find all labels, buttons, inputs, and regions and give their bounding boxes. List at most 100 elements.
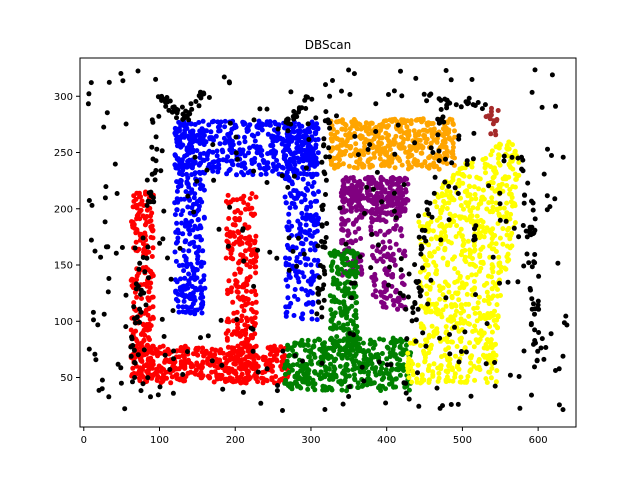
data-point <box>416 234 422 240</box>
data-point <box>435 311 441 317</box>
data-point <box>157 350 163 356</box>
data-point <box>134 315 140 321</box>
series-1 <box>172 118 321 323</box>
data-point <box>457 379 463 385</box>
data-point <box>176 304 181 310</box>
data-point <box>314 317 320 323</box>
data-point <box>396 156 402 162</box>
data-point <box>140 381 146 387</box>
data-point <box>403 189 409 195</box>
data-point <box>320 341 325 347</box>
data-point <box>323 154 329 160</box>
data-point <box>396 247 402 253</box>
data-point <box>232 233 237 239</box>
data-point <box>418 303 424 309</box>
data-point <box>428 145 434 151</box>
data-point <box>446 183 452 189</box>
data-point <box>220 386 226 392</box>
data-point <box>343 122 349 128</box>
data-point <box>415 306 421 312</box>
data-point <box>215 169 221 175</box>
data-point <box>184 359 190 365</box>
data-point <box>328 337 333 342</box>
data-point <box>356 341 362 347</box>
data-point <box>471 262 477 268</box>
data-point <box>468 219 474 225</box>
data-point <box>430 373 436 379</box>
data-point <box>335 285 341 291</box>
data-point <box>452 213 458 219</box>
data-point <box>294 362 300 367</box>
data-point <box>159 95 165 101</box>
data-point <box>478 247 484 252</box>
data-point <box>480 194 486 200</box>
data-point <box>440 255 446 261</box>
data-point <box>359 270 365 276</box>
data-point <box>291 159 297 164</box>
data-point <box>383 386 388 392</box>
data-point <box>477 230 483 236</box>
data-point <box>421 91 427 97</box>
data-point <box>206 374 212 380</box>
data-point <box>520 223 526 228</box>
data-point <box>495 287 500 292</box>
data-point <box>395 181 401 187</box>
data-point <box>476 175 482 181</box>
data-point <box>455 191 461 196</box>
data-point <box>268 143 274 148</box>
data-point <box>421 377 427 383</box>
data-point <box>296 279 302 285</box>
data-point <box>166 351 172 357</box>
data-point <box>185 175 191 181</box>
data-point <box>211 164 216 170</box>
data-point <box>245 124 251 130</box>
data-point <box>416 403 422 409</box>
data-point <box>464 158 470 164</box>
data-point <box>185 193 191 199</box>
data-point <box>529 296 535 302</box>
data-point <box>295 133 301 139</box>
data-point <box>446 289 452 295</box>
data-point <box>297 341 302 347</box>
data-point <box>286 177 292 183</box>
data-point <box>180 208 186 214</box>
data-point <box>445 260 451 266</box>
data-point <box>273 374 279 379</box>
data-point <box>138 388 144 394</box>
data-point <box>343 175 349 181</box>
data-point <box>312 198 318 204</box>
data-point <box>332 253 338 259</box>
data-point <box>122 406 128 412</box>
data-point <box>134 273 140 279</box>
data-point <box>351 362 357 368</box>
data-point <box>309 184 315 189</box>
data-point <box>377 207 383 213</box>
data-point <box>528 321 534 326</box>
data-point <box>238 267 244 273</box>
data-point <box>196 103 202 109</box>
data-point <box>357 348 362 354</box>
data-point <box>261 158 267 164</box>
data-point <box>330 126 336 132</box>
data-point <box>187 231 193 237</box>
data-point <box>164 357 170 363</box>
data-point <box>289 382 295 388</box>
data-point <box>387 147 393 152</box>
data-point <box>139 198 145 204</box>
data-point <box>420 127 426 133</box>
data-point <box>371 136 377 142</box>
data-point <box>485 311 491 317</box>
data-point <box>319 159 325 165</box>
data-point <box>223 157 229 163</box>
data-point <box>242 281 248 287</box>
data-point <box>486 301 492 307</box>
series-6 <box>483 105 501 138</box>
data-point <box>392 165 398 171</box>
data-point <box>158 380 164 386</box>
data-point <box>504 243 510 249</box>
data-point <box>452 134 458 140</box>
data-point <box>234 197 240 203</box>
data-point <box>220 350 226 356</box>
data-point <box>180 293 186 299</box>
data-point <box>338 190 344 196</box>
